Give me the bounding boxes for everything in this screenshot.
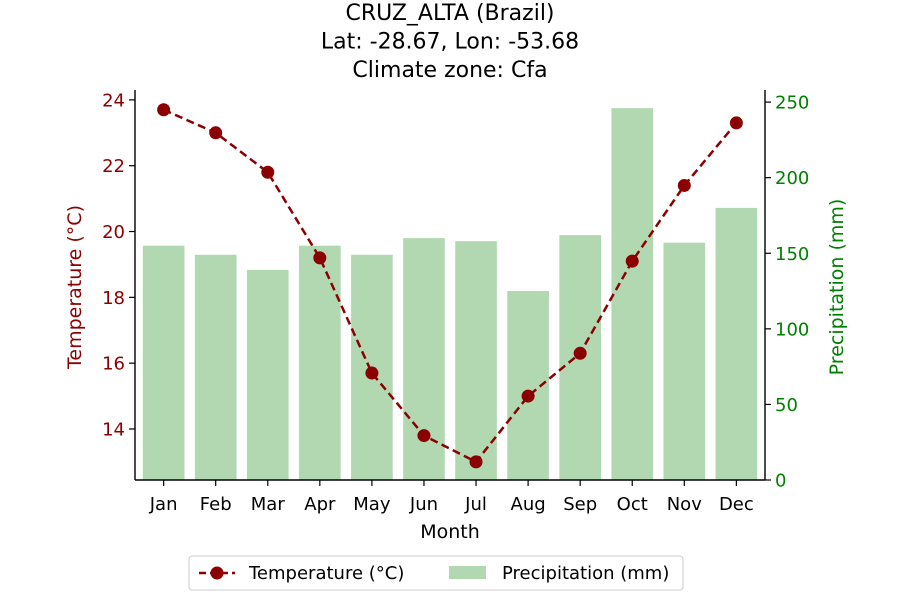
x-tick-label-nov: Nov [667, 494, 702, 515]
temperature-point-apr [313, 251, 327, 265]
x-tick-label-mar: Mar [251, 494, 286, 515]
precipitation-bar-nov [663, 242, 706, 480]
x-tick-label-may: May [353, 494, 391, 515]
x-tick-label-aug: Aug [511, 494, 546, 515]
precipitation-bar-oct [611, 108, 654, 481]
plot-axes [134, 90, 766, 481]
right-tick-label-250: 250 [775, 93, 809, 114]
temperature-point-jun [417, 429, 431, 443]
precipitation-bar-dec [715, 207, 758, 480]
precipitation-bar-jan [142, 245, 185, 480]
temperature-line [157, 103, 743, 469]
legend-precipitation-label: Precipitation (mm) [502, 563, 669, 584]
x-axis-ticks: Jan Feb Mar Apr May Jun Jul Aug Sep Oct Nov Dec [149, 480, 754, 515]
temperature-point-sep [573, 346, 587, 360]
title-line-2: Lat: -28.67, Lon: -53.68 [321, 30, 579, 55]
right-tick-label-150: 150 [775, 244, 809, 265]
temperature-point-nov [677, 178, 691, 192]
x-tick-label-oct: Oct [617, 494, 648, 515]
right-tick-label-0: 0 [775, 471, 786, 492]
x-tick-label-sep: Sep [563, 494, 597, 515]
right-tick-label-100: 100 [775, 319, 809, 340]
legend-frame [188, 555, 684, 591]
legend-temperature-label: Temperature (°C) [248, 563, 404, 584]
precipitation-bar-mar [246, 269, 289, 480]
x-tick-label-apr: Apr [304, 494, 336, 515]
precipitation-bars [142, 108, 758, 481]
legend-precipitation-swatch [449, 566, 486, 579]
temperature-point-may [365, 366, 379, 380]
temperature-point-jul [469, 455, 483, 469]
x-axis-label: Month [420, 521, 480, 543]
left-tick-label-18: 18 [102, 288, 125, 309]
left-tick-label-16: 16 [102, 354, 125, 375]
right-tick-label-50: 50 [775, 395, 798, 416]
left-tick-label-20: 20 [102, 222, 125, 243]
precipitation-bar-feb [194, 254, 237, 480]
temperature-point-oct [625, 254, 639, 268]
left-tick-label-22: 22 [102, 156, 125, 177]
precipitation-bar-apr [299, 245, 341, 480]
right-axis-ticks: 0 50 100 150 200 250 [765, 93, 809, 492]
temperature-point-dec [729, 116, 743, 130]
x-tick-label-jul: Jul [464, 494, 487, 515]
precipitation-bar-jul [455, 241, 497, 480]
legend-temperature-swatch-marker [210, 566, 224, 580]
title-line-3: Climate zone: Cfa [352, 58, 547, 83]
left-axis-label: Temperature (°C) [64, 205, 86, 370]
left-axis-ticks: 14 16 18 20 22 24 [102, 90, 135, 440]
temperature-point-mar [261, 165, 275, 179]
right-axis-label: Precipitation (mm) [826, 199, 848, 376]
right-tick-label-200: 200 [775, 168, 809, 189]
x-tick-label-jun: Jun [409, 494, 438, 515]
left-tick-label-14: 14 [102, 419, 125, 440]
left-tick-label-24: 24 [102, 90, 125, 111]
chart-title: CRUZ_ALTA (Brazil) Lat: -28.67, Lon: -53.… [321, 1, 579, 83]
temperature-point-feb [209, 126, 223, 140]
x-tick-label-feb: Feb [200, 494, 232, 515]
x-tick-label-jan: Jan [149, 494, 178, 515]
legend: Temperature (°C) Precipitation (mm) [188, 555, 684, 591]
temperature-point-aug [521, 389, 535, 403]
x-tick-label-dec: Dec [719, 494, 754, 515]
precipitation-bar-jun [403, 238, 445, 480]
title-line-1: CRUZ_ALTA (Brazil) [345, 1, 554, 26]
temperature-point-jan [157, 103, 171, 117]
